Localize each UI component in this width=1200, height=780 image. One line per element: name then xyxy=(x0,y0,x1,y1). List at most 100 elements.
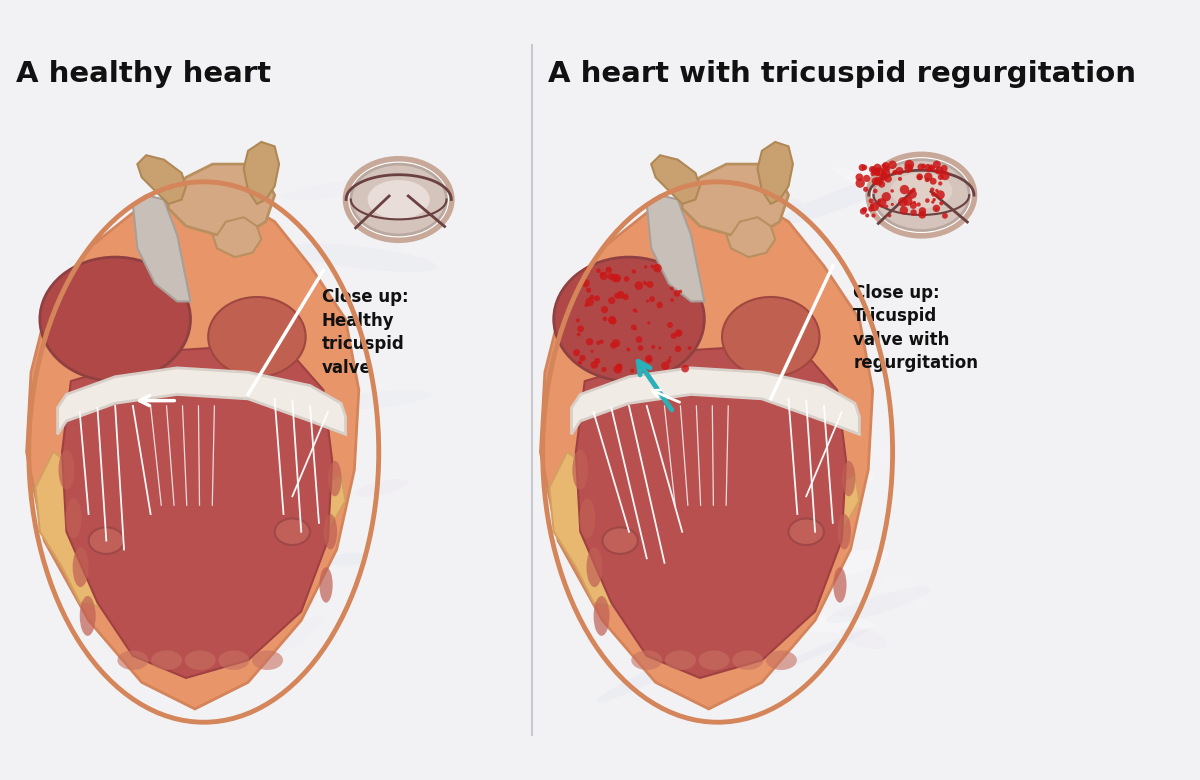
Circle shape xyxy=(617,291,624,299)
Circle shape xyxy=(668,356,672,359)
Circle shape xyxy=(886,204,888,208)
Ellipse shape xyxy=(713,329,865,374)
Polygon shape xyxy=(571,368,859,434)
Circle shape xyxy=(869,206,874,211)
Ellipse shape xyxy=(59,450,74,490)
Ellipse shape xyxy=(732,651,763,670)
Ellipse shape xyxy=(355,479,408,497)
Circle shape xyxy=(637,345,643,351)
Circle shape xyxy=(882,164,887,168)
Ellipse shape xyxy=(66,381,169,413)
Ellipse shape xyxy=(275,519,310,545)
Ellipse shape xyxy=(160,207,235,232)
Circle shape xyxy=(925,198,930,203)
Ellipse shape xyxy=(350,164,446,235)
Circle shape xyxy=(649,296,655,302)
Circle shape xyxy=(881,168,890,178)
Circle shape xyxy=(882,162,889,169)
Circle shape xyxy=(674,346,682,353)
Circle shape xyxy=(635,282,643,290)
Circle shape xyxy=(937,174,943,180)
Circle shape xyxy=(580,355,586,361)
Polygon shape xyxy=(178,425,235,665)
Circle shape xyxy=(631,324,637,330)
Ellipse shape xyxy=(281,177,408,200)
Polygon shape xyxy=(137,155,186,204)
Circle shape xyxy=(884,175,892,183)
Circle shape xyxy=(888,214,892,218)
Circle shape xyxy=(919,212,923,216)
Circle shape xyxy=(682,365,689,373)
Circle shape xyxy=(653,264,661,272)
Ellipse shape xyxy=(286,243,438,272)
Circle shape xyxy=(577,325,584,332)
Circle shape xyxy=(870,202,878,211)
Circle shape xyxy=(862,165,868,170)
Circle shape xyxy=(614,292,620,299)
Circle shape xyxy=(572,349,580,356)
Circle shape xyxy=(892,170,896,175)
Circle shape xyxy=(643,363,647,366)
Circle shape xyxy=(877,198,887,207)
Ellipse shape xyxy=(833,167,967,225)
Circle shape xyxy=(890,203,894,206)
Polygon shape xyxy=(576,346,846,678)
Ellipse shape xyxy=(665,651,696,670)
Circle shape xyxy=(577,333,581,336)
Circle shape xyxy=(606,267,612,273)
Ellipse shape xyxy=(714,367,816,392)
Circle shape xyxy=(611,274,619,282)
Ellipse shape xyxy=(235,438,344,463)
Ellipse shape xyxy=(871,191,918,214)
Ellipse shape xyxy=(890,173,953,208)
Ellipse shape xyxy=(631,651,662,670)
Circle shape xyxy=(932,204,940,212)
Circle shape xyxy=(646,300,649,303)
Circle shape xyxy=(656,302,664,308)
Circle shape xyxy=(935,208,937,211)
Circle shape xyxy=(870,204,874,208)
Circle shape xyxy=(935,169,938,173)
Ellipse shape xyxy=(788,519,824,545)
Circle shape xyxy=(917,202,920,207)
Circle shape xyxy=(856,173,863,181)
Polygon shape xyxy=(244,142,280,204)
Circle shape xyxy=(647,321,650,324)
Circle shape xyxy=(912,188,916,192)
Circle shape xyxy=(608,297,616,304)
Circle shape xyxy=(673,290,680,296)
Circle shape xyxy=(859,164,865,171)
Polygon shape xyxy=(647,195,704,301)
Ellipse shape xyxy=(698,651,730,670)
Polygon shape xyxy=(58,368,346,434)
Circle shape xyxy=(875,171,880,176)
Ellipse shape xyxy=(750,197,802,210)
Circle shape xyxy=(863,175,870,182)
Ellipse shape xyxy=(140,192,209,231)
Circle shape xyxy=(602,317,607,321)
Circle shape xyxy=(900,206,908,215)
Ellipse shape xyxy=(842,461,856,496)
Ellipse shape xyxy=(596,640,722,703)
Circle shape xyxy=(871,177,880,185)
Circle shape xyxy=(674,329,683,337)
Ellipse shape xyxy=(776,174,905,225)
Circle shape xyxy=(918,211,926,218)
Polygon shape xyxy=(212,218,262,257)
Circle shape xyxy=(607,273,614,280)
Circle shape xyxy=(652,345,655,349)
Ellipse shape xyxy=(833,468,874,481)
Circle shape xyxy=(869,166,876,172)
Polygon shape xyxy=(36,452,346,633)
Polygon shape xyxy=(62,346,332,678)
Ellipse shape xyxy=(228,476,313,505)
Polygon shape xyxy=(540,186,872,709)
Circle shape xyxy=(900,185,910,194)
Ellipse shape xyxy=(168,612,215,632)
Circle shape xyxy=(666,359,671,363)
Circle shape xyxy=(644,282,647,285)
Circle shape xyxy=(584,303,589,307)
Circle shape xyxy=(584,266,592,273)
Polygon shape xyxy=(133,195,191,301)
Circle shape xyxy=(941,165,948,172)
